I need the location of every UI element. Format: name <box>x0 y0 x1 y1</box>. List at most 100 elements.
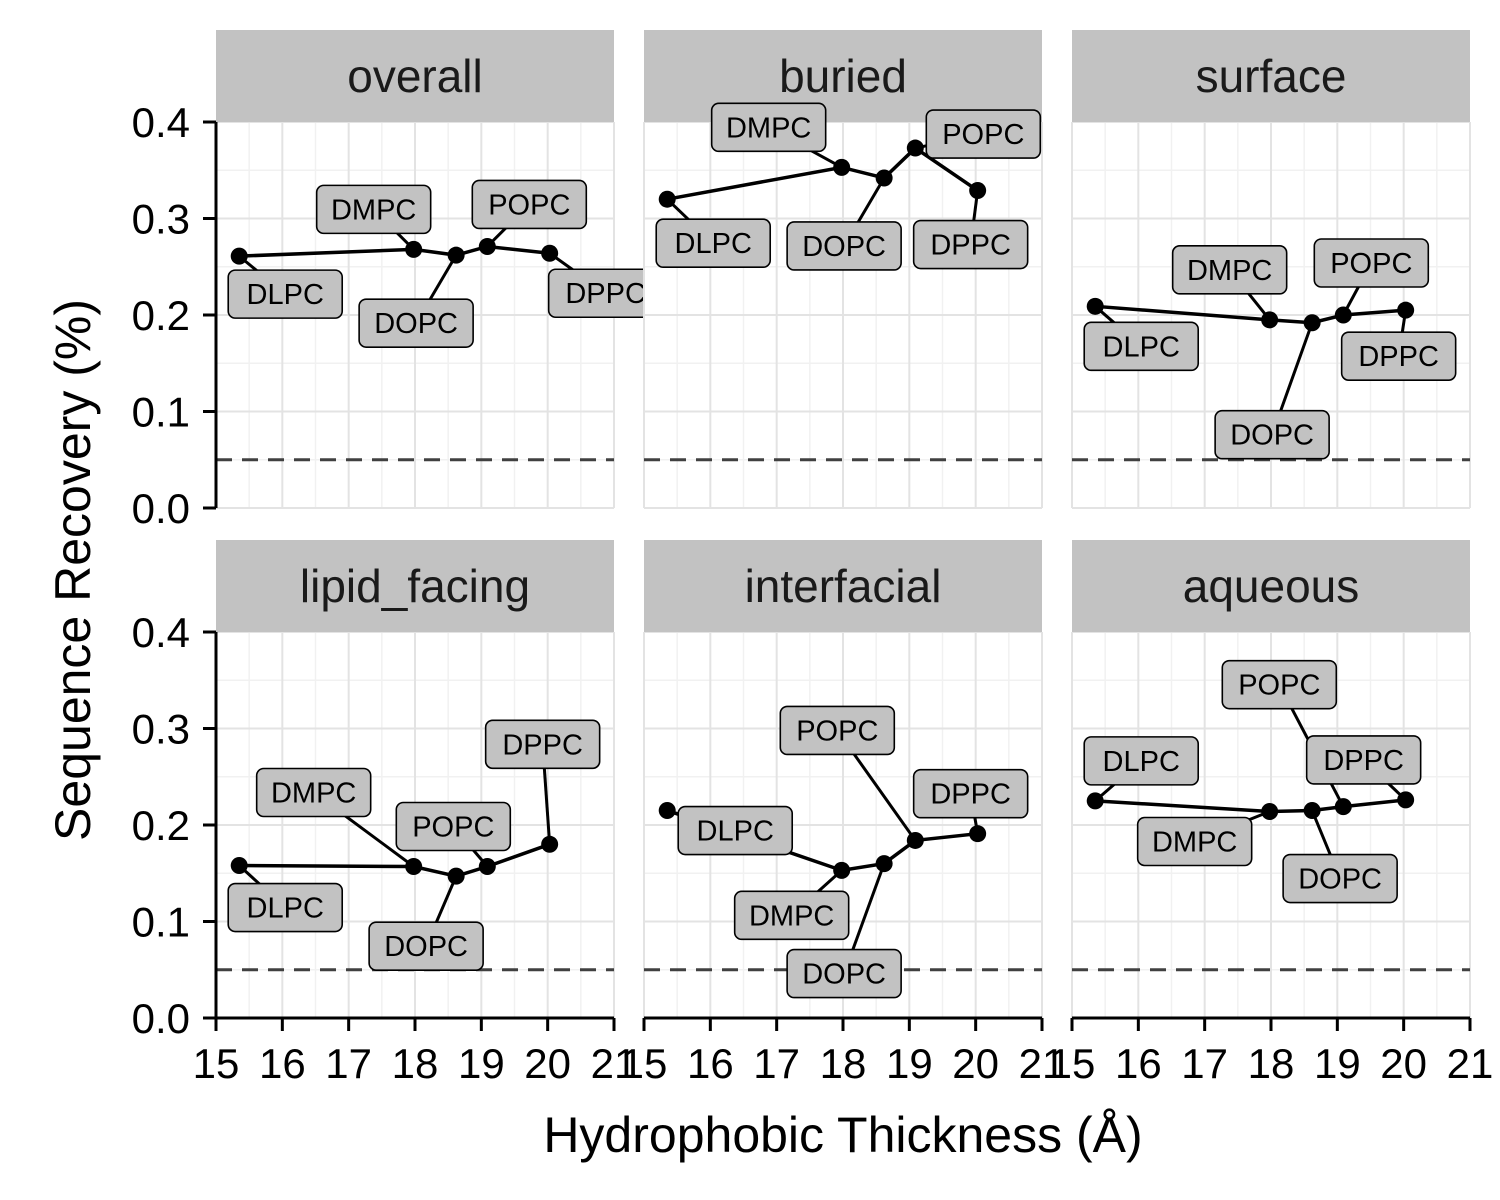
point-label-text: DOPC <box>374 308 458 340</box>
data-point-dopc <box>875 855 893 873</box>
facet-strip <box>1072 540 1470 632</box>
point-label: DOPC <box>1282 853 1398 904</box>
data-point-dopc <box>1303 802 1321 820</box>
y-axis-title: Sequence Recovery (%) <box>45 299 101 841</box>
point-label-box <box>1083 321 1200 372</box>
panel-overall: overall DLPC DMPC DOPC POPC DPPC <box>215 30 664 509</box>
data-point-dppc <box>969 182 987 200</box>
point-label-text: DPPC <box>930 779 1011 811</box>
point-label-box <box>255 767 372 818</box>
point-label-box <box>1083 736 1200 786</box>
point-label-box <box>1340 331 1457 381</box>
point-label-text: DLPC <box>247 279 324 311</box>
point-label-box <box>315 184 432 235</box>
y-tick-label: 0.3 <box>132 706 190 753</box>
facet-strip-title: buried <box>779 50 907 102</box>
x-tick-label: 15 <box>193 1040 240 1087</box>
point-label-box <box>1221 659 1338 710</box>
x-tick-label: 16 <box>687 1040 734 1087</box>
point-label: DMPC <box>733 890 850 941</box>
point-label-box <box>710 102 827 153</box>
point-label: DPPC <box>1305 735 1422 785</box>
data-point-dmpc <box>833 158 851 176</box>
point-label-text: DMPC <box>331 194 416 226</box>
point-label-text: DMPC <box>271 777 356 809</box>
data-point-popc <box>906 831 924 849</box>
point-label: DMPC <box>1136 816 1253 867</box>
point-label-box <box>358 298 474 348</box>
point-label-text: POPC <box>796 715 878 747</box>
facet-strip <box>1072 30 1470 122</box>
y-tick-label: 0.4 <box>132 609 190 656</box>
point-label: DMPC <box>315 184 432 235</box>
point-label-box <box>1313 238 1430 288</box>
panel-lipid_facing: lipid_facing DLPC DMPC DOPC POPC DPPC <box>215 540 615 1019</box>
point-label-box <box>655 218 772 268</box>
axes: 0.0 0.1 0.2 0.3 0.4 0.0 0.1 0.2 0.3 0.4 15 16 17 18 19… <box>132 99 1494 1087</box>
panel-interfacial: interfacial DLPC DMPC DOPC POPC DPPC <box>643 540 1043 1019</box>
x-tick-label: 21 <box>591 1040 638 1087</box>
data-point-popc <box>478 857 496 875</box>
data-point-dlpc <box>658 190 676 208</box>
data-point-popc <box>1334 798 1352 816</box>
x-tick-label: 16 <box>1115 1040 1162 1087</box>
x-axis: 15 16 17 18 19 20 21 <box>1049 1016 1493 1087</box>
point-label-box <box>395 801 512 852</box>
point-label: DOPC <box>786 221 902 271</box>
point-label: DPPC <box>484 719 601 770</box>
point-label: DLPC <box>655 218 772 268</box>
point-label: POPC <box>1221 659 1338 710</box>
point-label: POPC <box>1313 238 1430 288</box>
y-tick-label: 0.2 <box>132 292 190 339</box>
y-axis: 0.0 0.1 0.2 0.3 0.4 <box>132 99 218 532</box>
facet-strip-title: overall <box>347 50 483 102</box>
point-label-text: POPC <box>1238 670 1320 702</box>
point-label-text: POPC <box>1330 248 1412 280</box>
x-tick-label: 18 <box>392 1040 439 1087</box>
point-label-text: DLPC <box>675 228 752 260</box>
y-axis: 0.0 0.1 0.2 0.3 0.4 <box>132 609 218 1042</box>
data-point-popc <box>1334 306 1352 324</box>
data-point-dmpc <box>1261 311 1279 329</box>
point-label: DPPC <box>547 268 664 319</box>
data-point-dopc <box>1303 314 1321 332</box>
point-label: POPC <box>779 705 896 756</box>
point-label-box <box>227 882 344 933</box>
x-tick-label: 15 <box>621 1040 668 1087</box>
point-label: POPC <box>395 801 512 852</box>
point-label-box <box>1214 409 1330 460</box>
data-point-popc <box>906 139 924 157</box>
point-label-text: DLPC <box>1103 331 1180 363</box>
y-tick-label: 0.0 <box>132 485 190 532</box>
point-label-text: DPPC <box>930 230 1011 262</box>
data-point-dopc <box>447 246 465 264</box>
panel-aqueous: aqueous DLPC DMPC DOPC POPC DPPC <box>1071 540 1471 1019</box>
facet-strip <box>644 540 1042 632</box>
point-label-text: DMPC <box>1152 826 1237 858</box>
data-point-dmpc <box>405 857 423 875</box>
y-tick-label: 0.1 <box>132 899 190 946</box>
point-label-box <box>1171 245 1288 295</box>
x-tick-label: 17 <box>1181 1040 1228 1087</box>
y-tick-label: 0.0 <box>132 995 190 1042</box>
point-label: DMPC <box>255 767 372 818</box>
data-point-dmpc <box>405 240 423 258</box>
point-label-text: DOPC <box>384 931 468 963</box>
x-tick-label: 19 <box>886 1040 933 1087</box>
y-tick-label: 0.2 <box>132 802 190 849</box>
x-axis-title: Hydrophobic Thickness (Å) <box>543 1107 1142 1163</box>
point-label: DLPC <box>1083 736 1200 786</box>
point-label-box <box>227 269 344 319</box>
x-tick-label: 15 <box>1049 1040 1096 1087</box>
panel-surface: surface DLPC DMPC DOPC POPC DPPC <box>1071 30 1471 509</box>
facet-strip <box>216 30 614 122</box>
data-point-dopc <box>875 169 893 187</box>
point-label-box <box>779 705 896 756</box>
x-tick-label: 17 <box>325 1040 372 1087</box>
facet-strip-title: surface <box>1196 50 1347 102</box>
point-label-text: DMPC <box>749 900 834 932</box>
data-point-dppc <box>1397 791 1415 809</box>
point-label: DMPC <box>1171 245 1288 295</box>
x-tick-label: 19 <box>1314 1040 1361 1087</box>
